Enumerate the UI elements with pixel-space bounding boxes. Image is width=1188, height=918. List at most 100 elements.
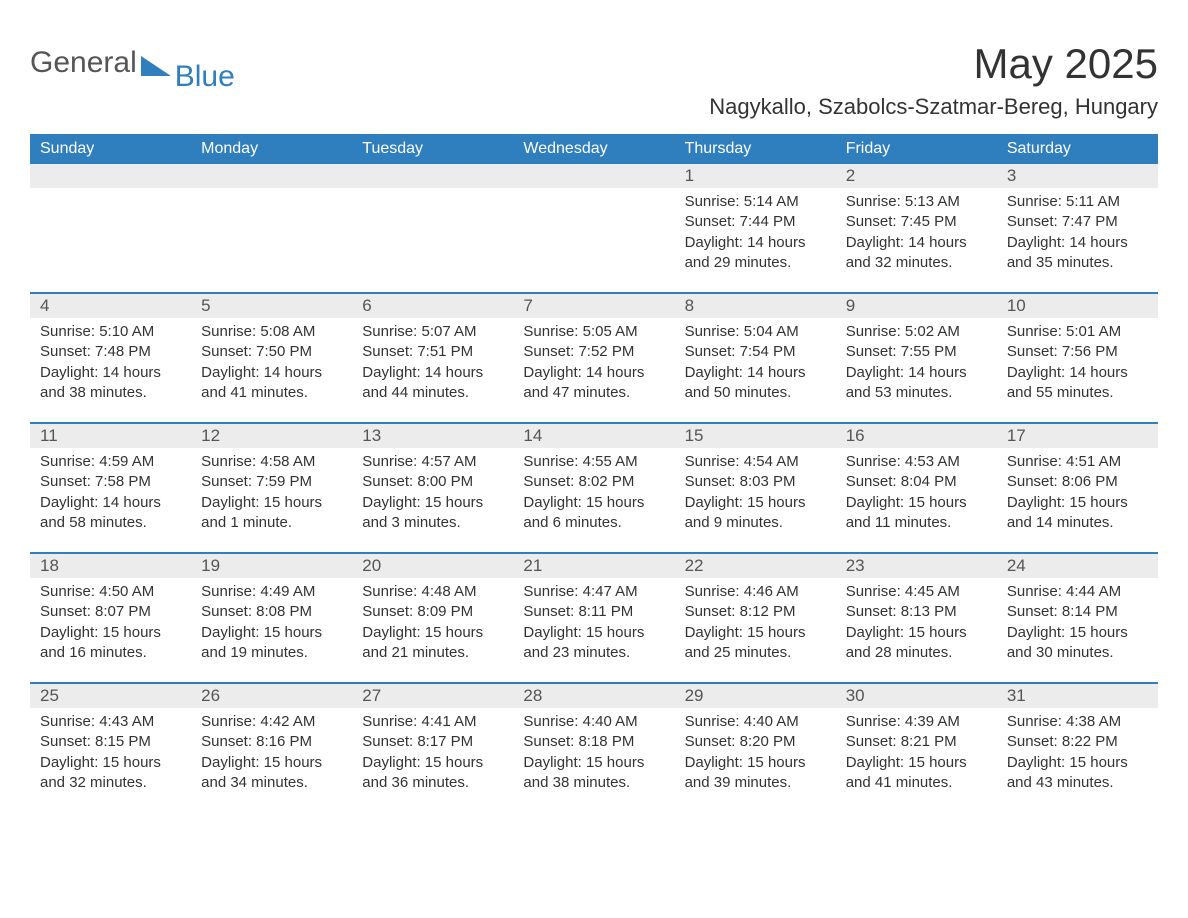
sunrise-line: Sunrise: 5:05 AM bbox=[523, 322, 664, 342]
day-number: 20 bbox=[352, 554, 513, 578]
day-number: 17 bbox=[997, 424, 1158, 448]
day-cell: 14Sunrise: 4:55 AMSunset: 8:02 PMDayligh… bbox=[513, 424, 674, 552]
weekday-header-row: SundayMondayTuesdayWednesdayThursdayFrid… bbox=[30, 134, 1158, 164]
daylight-line: Daylight: 15 hours and 6 minutes. bbox=[523, 493, 664, 534]
day-body: Sunrise: 5:01 AMSunset: 7:56 PMDaylight:… bbox=[997, 318, 1158, 403]
sunset-line: Sunset: 7:48 PM bbox=[40, 342, 181, 362]
day-number: 30 bbox=[836, 684, 997, 708]
day-body: Sunrise: 4:46 AMSunset: 8:12 PMDaylight:… bbox=[675, 578, 836, 663]
day-cell: . bbox=[352, 164, 513, 292]
day-cell: . bbox=[191, 164, 352, 292]
day-number: 12 bbox=[191, 424, 352, 448]
sunrise-line: Sunrise: 4:41 AM bbox=[362, 712, 503, 732]
day-cell: 1Sunrise: 5:14 AMSunset: 7:44 PMDaylight… bbox=[675, 164, 836, 292]
day-body: Sunrise: 4:53 AMSunset: 8:04 PMDaylight:… bbox=[836, 448, 997, 533]
day-cell: 19Sunrise: 4:49 AMSunset: 8:08 PMDayligh… bbox=[191, 554, 352, 682]
day-body: Sunrise: 5:11 AMSunset: 7:47 PMDaylight:… bbox=[997, 188, 1158, 273]
day-number: 2 bbox=[836, 164, 997, 188]
day-body: Sunrise: 5:10 AMSunset: 7:48 PMDaylight:… bbox=[30, 318, 191, 403]
day-cell: 10Sunrise: 5:01 AMSunset: 7:56 PMDayligh… bbox=[997, 294, 1158, 422]
day-number: 13 bbox=[352, 424, 513, 448]
sunset-line: Sunset: 8:04 PM bbox=[846, 472, 987, 492]
daylight-line: Daylight: 14 hours and 35 minutes. bbox=[1007, 233, 1148, 274]
day-body: Sunrise: 4:40 AMSunset: 8:18 PMDaylight:… bbox=[513, 708, 674, 793]
day-cell: 17Sunrise: 4:51 AMSunset: 8:06 PMDayligh… bbox=[997, 424, 1158, 552]
daylight-line: Daylight: 14 hours and 44 minutes. bbox=[362, 363, 503, 404]
week-row: 4Sunrise: 5:10 AMSunset: 7:48 PMDaylight… bbox=[30, 292, 1158, 422]
day-number: 16 bbox=[836, 424, 997, 448]
day-number: 3 bbox=[997, 164, 1158, 188]
day-cell: 11Sunrise: 4:59 AMSunset: 7:58 PMDayligh… bbox=[30, 424, 191, 552]
calendar: SundayMondayTuesdayWednesdayThursdayFrid… bbox=[30, 134, 1158, 812]
sunset-line: Sunset: 8:09 PM bbox=[362, 602, 503, 622]
sunrise-line: Sunrise: 4:44 AM bbox=[1007, 582, 1148, 602]
weekday-cell: Saturday bbox=[997, 134, 1158, 164]
sunset-line: Sunset: 8:17 PM bbox=[362, 732, 503, 752]
weekday-cell: Sunday bbox=[30, 134, 191, 164]
sunrise-line: Sunrise: 4:55 AM bbox=[523, 452, 664, 472]
day-body: Sunrise: 4:57 AMSunset: 8:00 PMDaylight:… bbox=[352, 448, 513, 533]
sunrise-line: Sunrise: 4:38 AM bbox=[1007, 712, 1148, 732]
day-cell: . bbox=[513, 164, 674, 292]
sunset-line: Sunset: 8:11 PM bbox=[523, 602, 664, 622]
day-number: 27 bbox=[352, 684, 513, 708]
location-subtitle: Nagykallo, Szabolcs-Szatmar-Bereg, Hunga… bbox=[709, 94, 1158, 120]
weekday-cell: Tuesday bbox=[352, 134, 513, 164]
day-cell: 20Sunrise: 4:48 AMSunset: 8:09 PMDayligh… bbox=[352, 554, 513, 682]
sunset-line: Sunset: 7:56 PM bbox=[1007, 342, 1148, 362]
brand-part1: General bbox=[30, 46, 137, 80]
sunrise-line: Sunrise: 4:45 AM bbox=[846, 582, 987, 602]
day-body: Sunrise: 4:42 AMSunset: 8:16 PMDaylight:… bbox=[191, 708, 352, 793]
calendar-weeks: ....1Sunrise: 5:14 AMSunset: 7:44 PMDayl… bbox=[30, 164, 1158, 812]
sunset-line: Sunset: 7:50 PM bbox=[201, 342, 342, 362]
daylight-line: Daylight: 15 hours and 36 minutes. bbox=[362, 753, 503, 794]
day-cell: 31Sunrise: 4:38 AMSunset: 8:22 PMDayligh… bbox=[997, 684, 1158, 812]
day-cell: 2Sunrise: 5:13 AMSunset: 7:45 PMDaylight… bbox=[836, 164, 997, 292]
sunrise-line: Sunrise: 5:11 AM bbox=[1007, 192, 1148, 212]
daylight-line: Daylight: 15 hours and 3 minutes. bbox=[362, 493, 503, 534]
day-number: 25 bbox=[30, 684, 191, 708]
brand-flag-icon bbox=[141, 54, 171, 76]
day-number: 19 bbox=[191, 554, 352, 578]
sunrise-line: Sunrise: 5:14 AM bbox=[685, 192, 826, 212]
sunset-line: Sunset: 8:08 PM bbox=[201, 602, 342, 622]
day-cell: 22Sunrise: 4:46 AMSunset: 8:12 PMDayligh… bbox=[675, 554, 836, 682]
week-row: 25Sunrise: 4:43 AMSunset: 8:15 PMDayligh… bbox=[30, 682, 1158, 812]
day-cell: 23Sunrise: 4:45 AMSunset: 8:13 PMDayligh… bbox=[836, 554, 997, 682]
daylight-line: Daylight: 15 hours and 34 minutes. bbox=[201, 753, 342, 794]
sunset-line: Sunset: 7:45 PM bbox=[846, 212, 987, 232]
weekday-cell: Friday bbox=[836, 134, 997, 164]
daylight-line: Daylight: 15 hours and 16 minutes. bbox=[40, 623, 181, 664]
daylight-line: Daylight: 15 hours and 43 minutes. bbox=[1007, 753, 1148, 794]
day-cell: 13Sunrise: 4:57 AMSunset: 8:00 PMDayligh… bbox=[352, 424, 513, 552]
day-number: 23 bbox=[836, 554, 997, 578]
day-body: Sunrise: 4:49 AMSunset: 8:08 PMDaylight:… bbox=[191, 578, 352, 663]
day-body: Sunrise: 4:48 AMSunset: 8:09 PMDaylight:… bbox=[352, 578, 513, 663]
sunrise-line: Sunrise: 4:40 AM bbox=[523, 712, 664, 732]
sunrise-line: Sunrise: 4:51 AM bbox=[1007, 452, 1148, 472]
sunrise-line: Sunrise: 5:13 AM bbox=[846, 192, 987, 212]
daylight-line: Daylight: 14 hours and 55 minutes. bbox=[1007, 363, 1148, 404]
day-cell: 6Sunrise: 5:07 AMSunset: 7:51 PMDaylight… bbox=[352, 294, 513, 422]
day-number: 10 bbox=[997, 294, 1158, 318]
day-body: Sunrise: 4:39 AMSunset: 8:21 PMDaylight:… bbox=[836, 708, 997, 793]
sunset-line: Sunset: 8:02 PM bbox=[523, 472, 664, 492]
sunset-line: Sunset: 8:06 PM bbox=[1007, 472, 1148, 492]
day-number: 26 bbox=[191, 684, 352, 708]
sunrise-line: Sunrise: 4:54 AM bbox=[685, 452, 826, 472]
day-cell: 8Sunrise: 5:04 AMSunset: 7:54 PMDaylight… bbox=[675, 294, 836, 422]
sunset-line: Sunset: 8:18 PM bbox=[523, 732, 664, 752]
day-body: Sunrise: 5:02 AMSunset: 7:55 PMDaylight:… bbox=[836, 318, 997, 403]
day-body: Sunrise: 4:50 AMSunset: 8:07 PMDaylight:… bbox=[30, 578, 191, 663]
day-body: Sunrise: 4:40 AMSunset: 8:20 PMDaylight:… bbox=[675, 708, 836, 793]
sunrise-line: Sunrise: 4:49 AM bbox=[201, 582, 342, 602]
daylight-line: Daylight: 14 hours and 47 minutes. bbox=[523, 363, 664, 404]
sunset-line: Sunset: 7:47 PM bbox=[1007, 212, 1148, 232]
day-cell: 12Sunrise: 4:58 AMSunset: 7:59 PMDayligh… bbox=[191, 424, 352, 552]
sunset-line: Sunset: 7:59 PM bbox=[201, 472, 342, 492]
sunrise-line: Sunrise: 4:39 AM bbox=[846, 712, 987, 732]
day-cell: 21Sunrise: 4:47 AMSunset: 8:11 PMDayligh… bbox=[513, 554, 674, 682]
sunrise-line: Sunrise: 4:46 AM bbox=[685, 582, 826, 602]
sunset-line: Sunset: 8:00 PM bbox=[362, 472, 503, 492]
day-cell: 26Sunrise: 4:42 AMSunset: 8:16 PMDayligh… bbox=[191, 684, 352, 812]
